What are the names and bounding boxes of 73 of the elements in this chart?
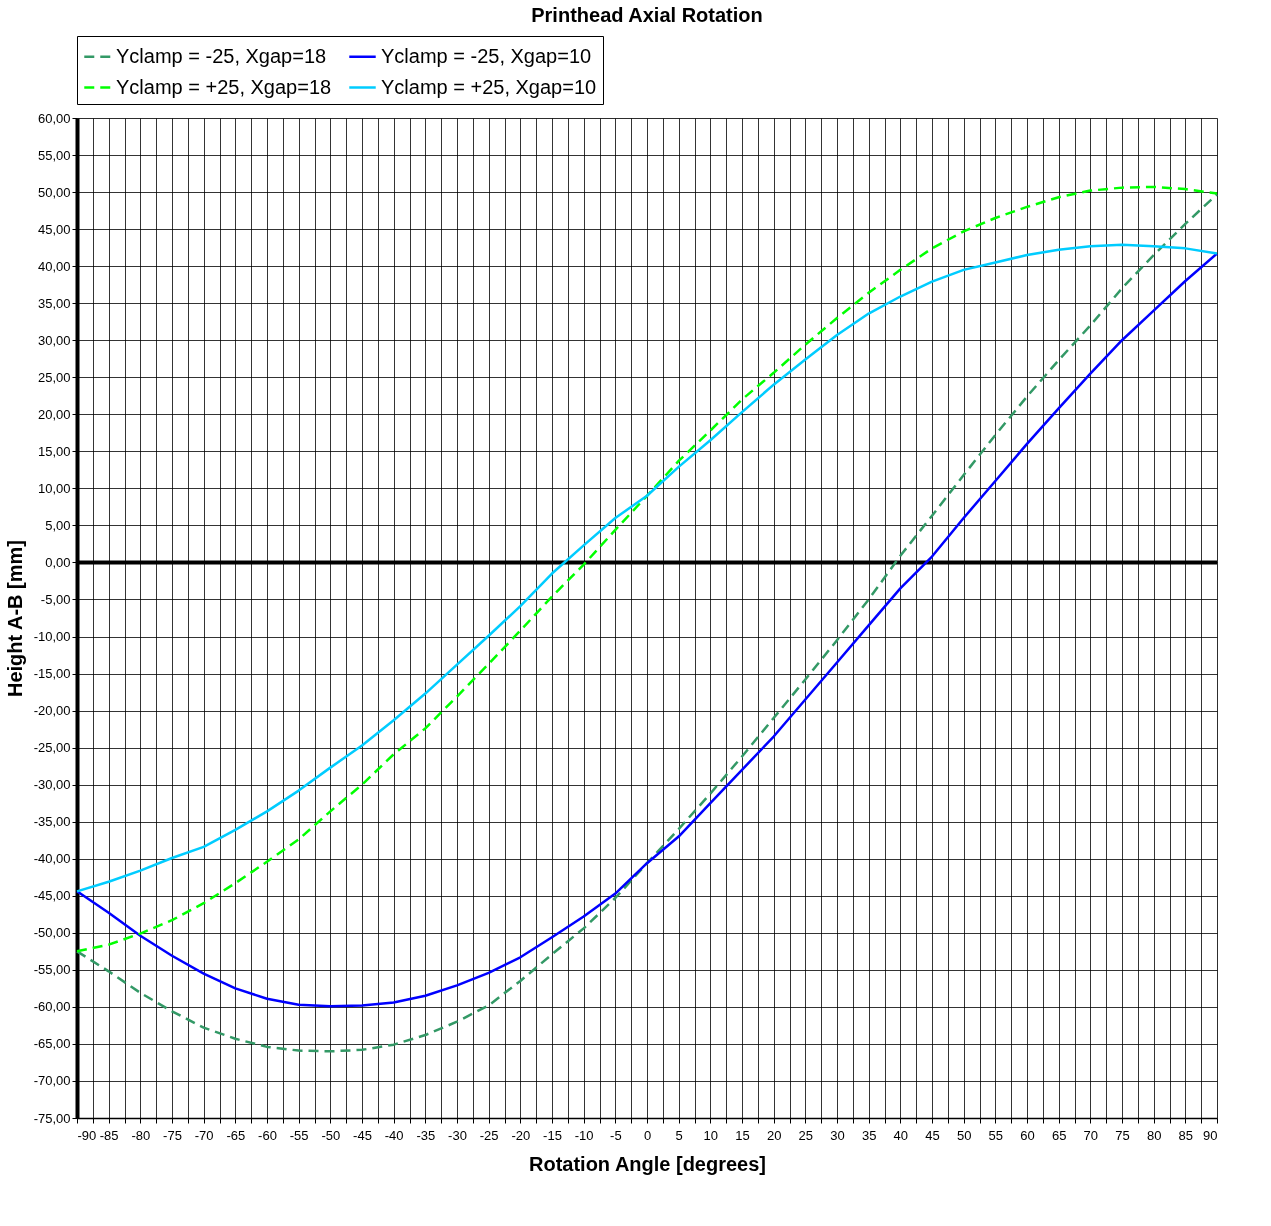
x-tick-label: 45 (925, 1127, 940, 1143)
y-tick-label: -5,00 (40, 591, 71, 607)
x-tick-label: -25 (479, 1127, 499, 1143)
x-tick-label: -80 (131, 1127, 151, 1143)
y-tick-label: 45,00 (37, 221, 71, 237)
y-tick-label: -50,00 (33, 925, 71, 941)
x-tick-label: 0 (643, 1127, 652, 1143)
y-tick-label: -45,00 (33, 888, 71, 904)
y-tick-label: -60,00 (33, 999, 71, 1015)
x-tick-label: 10 (703, 1127, 719, 1143)
y-tick-label: -70,00 (33, 1073, 71, 1089)
x-tick-label: 65 (1051, 1127, 1067, 1143)
x-tick-label: 85 (1178, 1127, 1194, 1143)
y-tick-label: 25,00 (37, 369, 71, 385)
y-tick-label: -65,00 (33, 1036, 71, 1052)
y-tick-label: 0,00 (45, 554, 71, 570)
x-tick-label: 55 (988, 1127, 1004, 1143)
x-tick-label: 75 (1115, 1127, 1130, 1143)
x-tick-label: 50 (956, 1127, 972, 1143)
x-tick-label: -20 (511, 1127, 531, 1143)
x-tick-label: -35 (416, 1127, 436, 1143)
legend-label: Yclamp = +25, Xgap=18 (116, 75, 332, 98)
x-tick-label: -30 (448, 1127, 467, 1143)
y-tick-label: 20,00 (37, 406, 71, 422)
x-tick-label: -90 (77, 1127, 97, 1143)
x-tick-label: -40 (384, 1127, 404, 1143)
x-tick-label: 25 (798, 1127, 814, 1143)
y-tick-label: -20,00 (33, 703, 71, 719)
y-tick-label: -30,00 (33, 777, 71, 793)
y-tick-label: 30,00 (37, 332, 71, 348)
y-tick-label: -10,00 (33, 629, 71, 645)
x-tick-label: 60 (1020, 1127, 1035, 1143)
y-tick-label: 35,00 (37, 295, 71, 311)
x-tick-label: -5 (610, 1127, 622, 1143)
y-axis-title: Height A-B [mm] (3, 539, 26, 698)
x-tick-label: -45 (353, 1127, 372, 1143)
chart-title: Printhead Axial Rotation (531, 3, 763, 26)
x-tick-label: 90 (1203, 1127, 1218, 1143)
legend-label: Yclamp = -25, Xgap=10 (381, 44, 592, 67)
y-tick-label: -15,00 (33, 666, 71, 682)
x-tick-label: -55 (289, 1127, 309, 1143)
x-tick-label: 5 (675, 1127, 683, 1143)
x-tick-label: -60 (258, 1127, 277, 1143)
legend-label: Yclamp = -25, Xgap=18 (116, 44, 327, 67)
x-tick-label: 30 (830, 1127, 845, 1143)
x-tick-label: 15 (735, 1127, 750, 1143)
y-tick-label: 40,00 (37, 258, 71, 274)
legend-label: Yclamp = +25, Xgap=10 (381, 75, 597, 98)
x-tick-label: 80 (1146, 1127, 1162, 1143)
x-tick-label: -85 (99, 1127, 119, 1143)
x-tick-label: -50 (321, 1127, 341, 1143)
y-tick-label: 5,00 (45, 517, 71, 533)
x-tick-label: -75 (163, 1127, 182, 1143)
x-tick-label: 40 (893, 1127, 909, 1143)
x-axis-title: Rotation Angle [degrees] (528, 1152, 767, 1175)
line-series (75, 243, 1219, 893)
y-tick-label: 60,00 (37, 110, 71, 126)
y-tick-label: 15,00 (37, 443, 71, 459)
x-tick-label: -15 (543, 1127, 562, 1143)
x-tick-label: -10 (574, 1127, 594, 1143)
y-tick-label: -35,00 (33, 814, 71, 830)
y-tick-label: -55,00 (33, 962, 71, 978)
y-tick-label: 55,00 (37, 147, 71, 163)
y-tick-label: -40,00 (33, 851, 71, 867)
x-tick-label: 20 (766, 1127, 782, 1143)
y-tick-label: -25,00 (33, 740, 71, 756)
x-tick-label: 35 (861, 1127, 877, 1143)
x-tick-label: -70 (194, 1127, 214, 1143)
x-tick-label: 70 (1083, 1127, 1099, 1143)
y-tick-label: 50,00 (37, 184, 71, 200)
y-tick-label: 10,00 (37, 480, 71, 496)
x-tick-label: -65 (226, 1127, 246, 1143)
y-tick-label: -75,00 (33, 1110, 71, 1126)
